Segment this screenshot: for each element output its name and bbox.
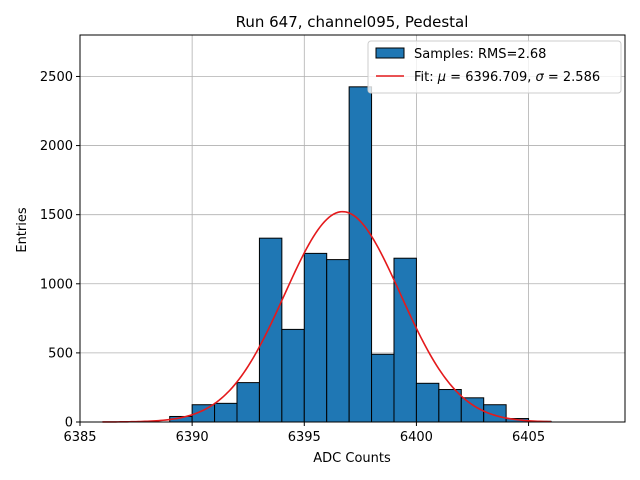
y-tick-label: 1000 bbox=[40, 277, 73, 292]
histogram-bars bbox=[169, 86, 552, 423]
legend: Samples: RMS=2.68 Fit: μ = 6396.709, σ =… bbox=[367, 40, 622, 94]
legend-fit-sigma-value: = 2.586 bbox=[544, 70, 600, 85]
legend-fit-prefix: Fit: bbox=[414, 70, 438, 85]
histogram-bar bbox=[371, 353, 395, 423]
y-tick-label: 500 bbox=[48, 346, 73, 361]
y-tick-label: 1500 bbox=[40, 208, 73, 223]
y-axis-label: Entries bbox=[15, 207, 30, 253]
histogram-bar bbox=[258, 237, 283, 423]
plot-frame bbox=[79, 34, 626, 423]
fit-curve-group bbox=[102, 210, 552, 423]
histogram-bar bbox=[415, 382, 440, 423]
x-tick-label: 6390 bbox=[176, 430, 209, 445]
histogram-bar bbox=[438, 389, 462, 423]
x-tick-label: 6405 bbox=[512, 430, 545, 445]
x-tick-label: 6385 bbox=[63, 430, 96, 445]
y-tick-label: 2500 bbox=[40, 70, 73, 85]
x-tick-label: 6400 bbox=[400, 430, 433, 445]
legend-fit-sigma-symbol: σ bbox=[536, 70, 545, 85]
y-tick-label: 2000 bbox=[40, 139, 73, 154]
legend-fit-mu-value: = 6396.709, bbox=[446, 70, 535, 85]
histogram-bar bbox=[281, 328, 305, 423]
legend-box bbox=[367, 40, 622, 94]
legend-label-samples: Samples: RMS=2.68 bbox=[414, 47, 546, 62]
x-tick-label: 6395 bbox=[288, 430, 321, 445]
legend-fit-mu-symbol: μ bbox=[437, 70, 446, 85]
histogram-bar bbox=[348, 86, 373, 423]
histogram-bar bbox=[303, 252, 328, 423]
histogram-bar bbox=[326, 259, 350, 423]
y-tick-label: 0 bbox=[65, 416, 73, 431]
fit-curve bbox=[102, 210, 552, 423]
legend-label-fit: Fit: μ = 6396.709, σ = 2.586 bbox=[414, 70, 600, 85]
histogram-bar bbox=[236, 382, 260, 423]
histogram-bar bbox=[214, 402, 238, 423]
chart-title: Run 647, channel095, Pedestal bbox=[236, 13, 469, 31]
x-axis-label: ADC Counts bbox=[313, 451, 391, 466]
y-axis-ticks: 0 500 1000 1500 2000 2500 bbox=[40, 70, 80, 431]
histogram-bar bbox=[393, 257, 417, 423]
legend-swatch-samples bbox=[375, 47, 405, 59]
x-axis-ticks: 6385 6390 6395 6400 6405 bbox=[63, 422, 545, 445]
